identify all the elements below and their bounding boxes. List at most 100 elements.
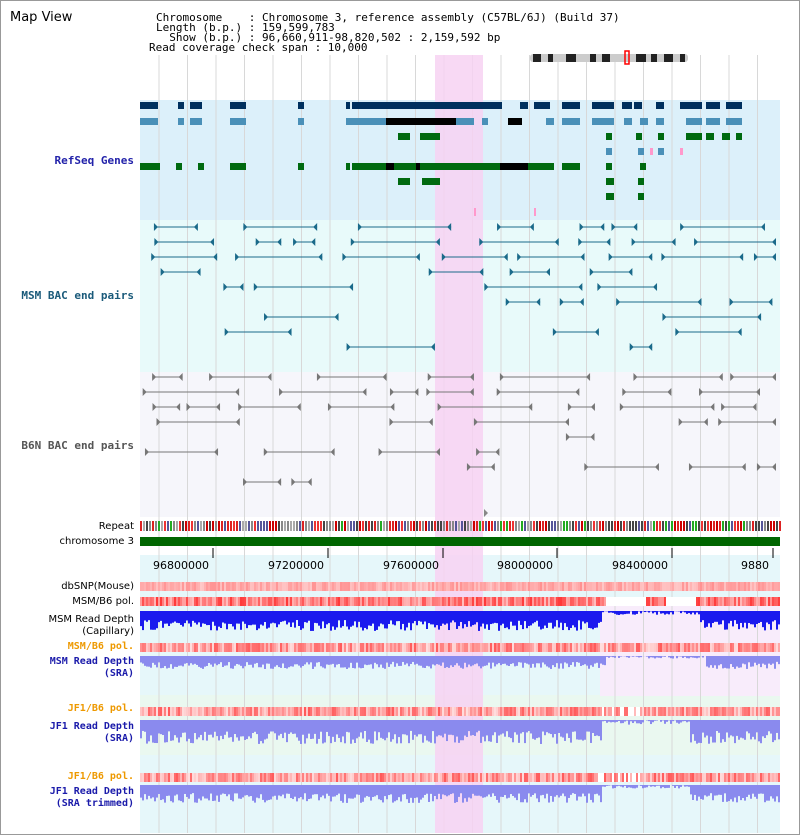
msm-sra-depth-bar [560, 656, 562, 664]
track-label-b6n-bac[interactable]: B6N BAC end pairs [21, 439, 134, 452]
jf1-pol-strip [466, 707, 468, 716]
msm-pol2-strip [748, 643, 750, 652]
jf1-pol-strip [192, 707, 194, 716]
track-label-refseq[interactable]: RefSeq Genes [54, 154, 134, 167]
jf1-sra-depth-bar [708, 720, 710, 744]
jf1-sra-depth-bar [686, 720, 688, 723]
jf1-pol2-strip [770, 773, 772, 782]
msm-bac-pair-end [153, 223, 158, 231]
dbsnp-strip [668, 582, 670, 591]
msm-pol-strip [632, 597, 634, 606]
msm-pol2-strip [220, 643, 222, 652]
jf1-pol-strip [244, 707, 246, 716]
msm-pol2-strip [444, 643, 446, 652]
jf1-sra-depth-bar [284, 720, 286, 733]
b6n-bac-pair-end [469, 388, 474, 396]
msm-pol-strip [212, 597, 214, 606]
msm-sra-depth-bar [472, 656, 474, 666]
b6n-bac-pair-end [619, 403, 624, 411]
msm-sra-depth-bar [474, 656, 476, 665]
b6n-bac-pair-end [209, 373, 214, 381]
msm-pol2-strip [332, 643, 334, 652]
jf1-pol2-strip [562, 773, 564, 782]
jf1-trimmed-depth-bar [692, 785, 694, 800]
jf1-pol-strip [220, 707, 222, 716]
jf1-sra-depth-bar [732, 720, 734, 737]
dbsnp-strip [680, 582, 682, 591]
msm-pol-strip [306, 597, 308, 606]
msm-capillary-depth-bar [512, 611, 514, 626]
msm-sra-depth-bar [218, 656, 220, 665]
msm-pol2-strip [710, 643, 712, 652]
msm-pol2-strip [158, 643, 160, 652]
msm-pol-strip [728, 597, 730, 606]
msm-sra-depth-bar [724, 656, 726, 668]
msm-bac-pair-end [559, 298, 564, 306]
b6n-bac-pair-end [437, 403, 442, 411]
jf1-pol2-strip [720, 773, 722, 782]
jf1-trimmed-depth-bar [442, 785, 444, 795]
msm-pol-strip [756, 597, 758, 606]
jf1-sra-depth-bar [772, 720, 774, 743]
jf1-pol2-strip [316, 773, 318, 782]
msm-sra-depth-bar [400, 656, 402, 666]
msm-sra-depth-bar [390, 656, 392, 665]
jf1-pol-strip [294, 707, 296, 716]
msm-pol-strip [454, 597, 456, 606]
jf1-pol2-strip [344, 773, 346, 782]
jf1-pol2-strip [524, 773, 526, 782]
msm-sra-depth-bar [420, 656, 422, 666]
msm-pol2-strip [354, 643, 356, 652]
msm-pol2-strip [308, 643, 310, 652]
repeat-mark [566, 521, 568, 531]
msm-sra-depth-bar [366, 656, 368, 666]
jf1-trimmed-depth-bar [636, 785, 638, 788]
jf1-trimmed-depth-bar [546, 785, 548, 794]
msm-pol-strip [524, 597, 526, 606]
jf1-sra-depth-bar [654, 720, 656, 721]
msm-sra-depth-bar [392, 656, 394, 662]
msm-bac-pair-end [606, 238, 611, 246]
jf1-pol2-strip [406, 773, 408, 782]
msm-pol2-strip [554, 643, 556, 652]
refseq-gene-row5 [546, 163, 554, 170]
dbsnp-strip [370, 582, 372, 591]
jf1-sra-depth-bar [532, 720, 534, 739]
msm-bac-pair-end [697, 298, 702, 306]
refseq-gene-row1 [346, 102, 350, 109]
jf1-pol2-strip [696, 773, 698, 782]
track-label-msm-bac[interactable]: MSM BAC end pairs [21, 289, 134, 302]
dbsnp-strip [594, 582, 596, 591]
jf1-trimmed-depth-bar [710, 785, 712, 794]
msm-sra-depth-bar [322, 656, 324, 668]
repeat-mark [242, 521, 244, 531]
msm-pol2-strip [754, 643, 756, 652]
jf1-pol-strip [540, 707, 542, 716]
msm-pol2-strip [494, 643, 496, 652]
dbsnp-strip [328, 582, 330, 591]
msm-sra-depth-bar [554, 656, 556, 668]
msm-pol2-strip [404, 643, 406, 652]
msm-pol2-strip [760, 643, 762, 652]
jf1-pol2-strip [366, 773, 368, 782]
dbsnp-strip [754, 582, 756, 591]
jf1-trimmed-depth-bar [758, 785, 760, 794]
msm-capillary-depth-bar [468, 611, 470, 622]
jf1-trimmed-depth-bar [616, 785, 618, 787]
dbsnp-strip [618, 582, 620, 591]
msm-pol-strip [530, 597, 532, 606]
jf1-pol2-strip [640, 773, 642, 782]
msm-capillary-depth-bar [516, 611, 518, 631]
jf1-pol-strip [752, 707, 754, 716]
msm-pol-strip [622, 597, 624, 606]
refseq-gene-row5 [352, 163, 552, 170]
jf1-pol2-strip [232, 773, 234, 782]
repeat-mark [710, 521, 712, 531]
jf1-pol2-strip [660, 773, 662, 782]
msm-capillary-depth-bar [472, 611, 474, 626]
refseq-gene-row5 [606, 163, 612, 170]
msm-capillary-depth-bar [724, 611, 726, 630]
msm-capillary-depth-bar [590, 611, 592, 629]
jf1-pol-strip [418, 707, 420, 716]
